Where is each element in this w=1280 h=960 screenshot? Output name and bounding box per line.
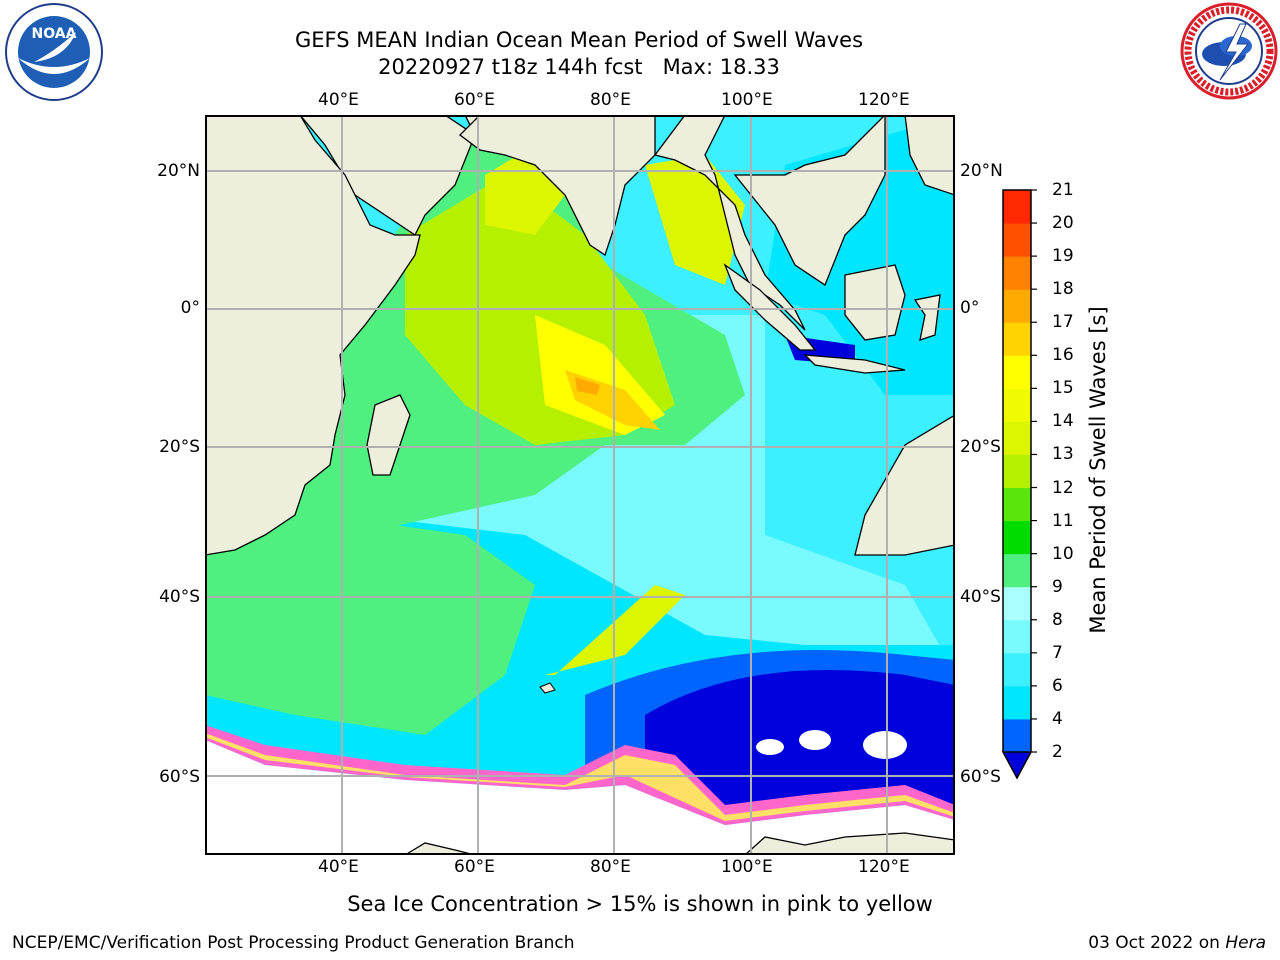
lat-label-left: 0° <box>180 298 200 318</box>
land-sulawesi <box>913 294 941 341</box>
lat-label-right: 40°S <box>960 587 1001 607</box>
map-frame <box>205 115 955 855</box>
colorbar-tick-label: 18 <box>1052 279 1074 300</box>
sea-ice-note: Sea Ice Concentration > 15% is shown in … <box>0 891 1280 917</box>
lon-label-top: 40°E <box>318 90 359 110</box>
colorbar-segment <box>1003 520 1031 555</box>
lon-label-top: 60°E <box>454 90 495 110</box>
colorbar <box>1001 189 1037 780</box>
colorbar-tick-label: 15 <box>1052 378 1074 399</box>
lon-label-top: 100°E <box>721 90 773 110</box>
lat-label-right: 0° <box>960 298 980 318</box>
lat-label-left: 40°S <box>159 587 200 607</box>
lat-label-left: 60°S <box>159 767 200 787</box>
colorbar-tick-label: 12 <box>1052 477 1074 498</box>
lon-label-bottom: 120°E <box>858 857 910 877</box>
lat-label-left: 20°N <box>157 161 200 181</box>
land-java <box>803 354 906 374</box>
land-madagascar <box>366 394 411 476</box>
colorbar-segment <box>1003 454 1031 489</box>
colorbar-segment <box>1003 619 1031 654</box>
colorbar-tick-label: 9 <box>1052 576 1063 597</box>
colorbar-segment <box>1003 322 1031 356</box>
colorbar-tick-label: 7 <box>1052 642 1063 663</box>
land-china-coast <box>904 115 955 196</box>
colorbar-segment <box>1003 355 1031 389</box>
land-antarctica <box>744 832 955 855</box>
colorbar-tick-label: 17 <box>1052 312 1074 333</box>
colorbar-tick-label: 6 <box>1052 675 1063 696</box>
colorbar-tick-label: 2 <box>1052 742 1063 762</box>
sea-ice-note-text: Sea Ice Concentration > 15% is shown in … <box>347 892 933 916</box>
colorbar-extend-arrow <box>1001 751 1033 780</box>
land-india <box>459 115 656 257</box>
colorbar-tick-label: 16 <box>1052 345 1074 366</box>
colorbar-segment <box>1003 718 1031 753</box>
colorbar-tick-label: 8 <box>1052 609 1063 630</box>
land-indochina <box>733 115 886 286</box>
lat-label-right: 20°S <box>960 437 1001 457</box>
colorbar-segment <box>1003 190 1031 224</box>
noaa-logo-text: NOAA <box>32 26 77 42</box>
no-data-region <box>799 730 831 750</box>
lon-label-bottom: 60°E <box>454 857 495 877</box>
noaa-logo: NOAA <box>5 3 103 101</box>
chart-subtitle: 20220927 t18z 144h fcst Max: 18.33 <box>378 55 780 79</box>
colorbar-label: Mean Period of Swell Waves [s] <box>1086 306 1110 634</box>
colorbar-segment <box>1003 223 1031 257</box>
colorbar-tick-label: 13 <box>1052 444 1074 465</box>
colorbar-tick-label: 4 <box>1052 708 1063 729</box>
colorbar-tick-label: 10 <box>1052 543 1074 564</box>
graticule <box>205 115 955 855</box>
land-antarctica <box>403 842 476 855</box>
lat-label-right: 20°N <box>960 161 1003 181</box>
date-text: 03 Oct 2022 on <box>1088 933 1226 953</box>
colorbar-tick-label: 20 <box>1052 213 1074 234</box>
colorbar-segment <box>1003 421 1031 455</box>
colorbar-segment <box>1003 652 1031 687</box>
colorbar-frame <box>1002 189 1032 752</box>
swell-period-zone <box>575 377 600 395</box>
no-data-region <box>756 739 784 755</box>
colorbar-tick-label: 21 <box>1052 180 1074 200</box>
date-stamp: 03 Oct 2022 on Hera <box>1088 932 1266 954</box>
colorbar-tick-label: 11 <box>1052 510 1074 531</box>
no-data-region <box>863 731 907 759</box>
colorbar-segment <box>1003 487 1031 522</box>
lon-label-bottom: 40°E <box>318 857 359 877</box>
colorbar-segment <box>1003 256 1031 290</box>
colorbar-segment <box>1003 553 1031 588</box>
lon-label-top: 80°E <box>590 90 631 110</box>
swell-period-zone <box>645 155 745 285</box>
lon-label-bottom: 80°E <box>590 857 631 877</box>
land-southeast-asia <box>653 115 806 331</box>
lon-label-top: 120°E <box>858 90 910 110</box>
machine-name: Hera <box>1225 933 1266 953</box>
colorbar-segment <box>1003 685 1031 720</box>
no-data-region <box>205 740 955 855</box>
land-africa <box>205 115 421 556</box>
swell-period-zone <box>205 515 535 735</box>
land-borneo <box>844 264 906 341</box>
colorbar-tick-label: 19 <box>1052 246 1074 267</box>
land-australia <box>854 414 955 556</box>
colorbar-segment <box>1003 388 1031 422</box>
land-sumatra <box>723 263 817 351</box>
map-panel <box>205 115 955 855</box>
colorbar-tick-label: 14 <box>1052 411 1074 432</box>
lat-label-right: 60°S <box>960 767 1001 787</box>
lon-label-bottom: 100°E <box>721 857 773 877</box>
credit-text: NCEP/EMC/Verification Post Processing Pr… <box>12 933 575 953</box>
chart-title: GEFS MEAN Indian Ocean Mean Period of Sw… <box>294 28 864 52</box>
land-kerguelen <box>539 682 556 694</box>
lat-label-left: 20°S <box>159 437 200 457</box>
nws-logo <box>1180 2 1278 100</box>
colorbar-segment <box>1003 586 1031 621</box>
colorbar-segment <box>1003 289 1031 323</box>
